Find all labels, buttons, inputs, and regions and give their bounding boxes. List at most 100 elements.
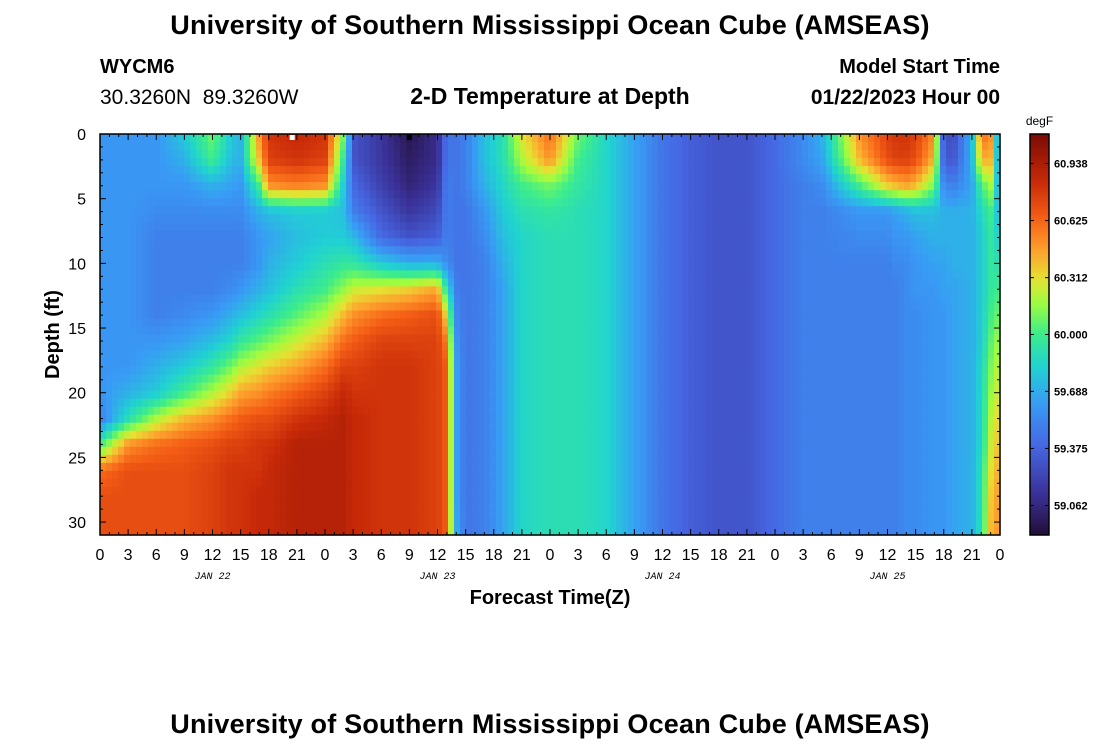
heatmap-cell bbox=[142, 350, 149, 360]
heatmap-cell bbox=[322, 334, 329, 344]
heatmap-cell bbox=[520, 526, 527, 536]
heatmap-cell bbox=[508, 510, 515, 520]
model-start-label: Model Start Time bbox=[839, 56, 1000, 78]
heatmap-cell bbox=[292, 246, 299, 255]
heatmap-cell bbox=[448, 494, 455, 504]
heatmap-cell bbox=[232, 374, 239, 384]
heatmap-cell bbox=[526, 158, 533, 167]
heatmap-cell bbox=[280, 438, 287, 448]
heatmap-cell bbox=[568, 286, 575, 295]
heatmap-cell bbox=[118, 358, 125, 368]
heatmap-cell bbox=[586, 238, 593, 247]
heatmap-cell bbox=[688, 518, 695, 528]
heatmap-cell bbox=[634, 390, 641, 400]
heatmap-cell bbox=[580, 174, 587, 183]
heatmap-cell bbox=[652, 462, 659, 472]
heatmap-cell bbox=[316, 414, 323, 424]
heatmap-cell bbox=[274, 142, 281, 151]
heatmap-cell bbox=[400, 510, 407, 520]
heatmap-cell bbox=[568, 446, 575, 456]
heatmap-cell bbox=[658, 510, 665, 520]
heatmap-cell bbox=[616, 270, 623, 279]
heatmap-cell bbox=[436, 414, 443, 424]
heatmap-cell bbox=[334, 398, 341, 408]
heatmap-cell bbox=[652, 470, 659, 480]
heatmap-cell bbox=[238, 158, 245, 167]
heatmap-cell bbox=[178, 478, 185, 488]
heatmap-cell bbox=[688, 198, 695, 207]
heatmap-cell bbox=[382, 294, 389, 304]
heatmap-cell bbox=[172, 238, 179, 247]
heatmap-cell bbox=[550, 486, 557, 496]
heatmap-cell bbox=[154, 422, 161, 432]
heatmap-cell bbox=[694, 222, 701, 231]
heatmap-cell bbox=[322, 158, 329, 167]
heatmap-cell bbox=[610, 318, 617, 328]
heatmap-cell bbox=[466, 198, 473, 207]
heatmap-cell bbox=[238, 526, 245, 536]
heatmap-cell bbox=[298, 294, 305, 304]
heatmap-cell bbox=[526, 446, 533, 456]
heatmap-cell bbox=[346, 486, 353, 496]
heatmap-cell bbox=[178, 174, 185, 183]
heatmap-cell bbox=[184, 494, 191, 504]
heatmap-cell bbox=[520, 494, 527, 504]
heatmap-cell bbox=[598, 494, 605, 504]
heatmap-cell bbox=[568, 318, 575, 328]
heatmap-cell bbox=[352, 230, 359, 239]
heatmap-cell bbox=[352, 398, 359, 408]
heatmap-cell bbox=[424, 358, 431, 368]
heatmap-cell bbox=[508, 294, 515, 304]
heatmap-cell bbox=[298, 246, 305, 255]
heatmap-cell bbox=[622, 238, 629, 247]
heatmap-cell bbox=[622, 446, 629, 456]
heatmap-cell bbox=[250, 166, 257, 175]
heatmap-cell bbox=[136, 254, 143, 263]
heatmap-cell bbox=[130, 190, 137, 199]
heatmap-cell bbox=[370, 350, 377, 360]
heatmap-cell bbox=[172, 286, 179, 295]
heatmap-cell bbox=[196, 414, 203, 424]
heatmap-cell bbox=[304, 398, 311, 408]
heatmap-cell bbox=[184, 414, 191, 424]
heatmap-cell bbox=[130, 430, 137, 440]
heatmap-cell bbox=[400, 350, 407, 360]
heatmap-cell bbox=[418, 358, 425, 368]
heatmap-cell bbox=[430, 198, 437, 207]
heatmap-cell bbox=[394, 518, 401, 528]
heatmap-cell bbox=[466, 222, 473, 231]
heatmap-cell bbox=[214, 462, 221, 472]
heatmap-cell bbox=[550, 438, 557, 448]
heatmap-cell bbox=[262, 278, 269, 287]
heatmap-cell bbox=[562, 270, 569, 279]
heatmap-cell bbox=[166, 286, 173, 295]
heatmap-cell bbox=[154, 518, 161, 528]
heatmap-cell bbox=[550, 382, 557, 392]
heatmap-cell bbox=[286, 462, 293, 472]
heatmap-cell bbox=[610, 494, 617, 504]
heatmap-cell bbox=[184, 334, 191, 344]
heatmap-cell bbox=[340, 214, 347, 223]
heatmap-cell bbox=[556, 414, 563, 424]
heatmap-cell bbox=[400, 422, 407, 432]
heatmap-cell bbox=[286, 374, 293, 384]
heatmap-cell bbox=[490, 462, 497, 472]
heatmap-cell bbox=[172, 270, 179, 279]
heatmap-cell bbox=[148, 246, 155, 255]
heatmap-cell bbox=[526, 302, 533, 312]
heatmap-cell bbox=[508, 166, 515, 175]
heatmap-cell bbox=[670, 366, 677, 376]
heatmap-cell bbox=[526, 342, 533, 352]
heatmap-cell bbox=[364, 190, 371, 199]
heatmap-cell bbox=[394, 286, 401, 295]
heatmap-cell bbox=[100, 190, 107, 199]
heatmap-cell bbox=[544, 342, 551, 352]
heatmap-cell bbox=[130, 438, 137, 448]
heatmap-cell bbox=[208, 470, 215, 480]
heatmap-cell bbox=[670, 486, 677, 496]
heatmap-cell bbox=[484, 470, 491, 480]
heatmap-cell bbox=[490, 406, 497, 416]
heatmap-cell bbox=[574, 390, 581, 400]
heatmap-cell bbox=[316, 214, 323, 223]
heatmap-cell bbox=[466, 158, 473, 167]
